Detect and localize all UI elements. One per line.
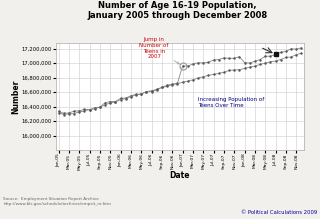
- Text: © Political Calculations 2009: © Political Calculations 2009: [241, 210, 317, 215]
- Text: Jump in
Number of
Teens in
2007: Jump in Number of Teens in 2007: [140, 37, 180, 64]
- Text: Number of Age 16-19 Population,
January 2005 through December 2008: Number of Age 16-19 Population, January …: [88, 1, 268, 21]
- Text: Source:  Employment Situation Report Archive
http://www.bls.gov/schedule/archive: Source: Employment Situation Report Arch…: [3, 197, 111, 206]
- Y-axis label: Number: Number: [11, 79, 20, 113]
- Text: Increasing Population of
Teens Over Time: Increasing Population of Teens Over Time: [198, 97, 264, 108]
- X-axis label: Date: Date: [170, 171, 190, 180]
